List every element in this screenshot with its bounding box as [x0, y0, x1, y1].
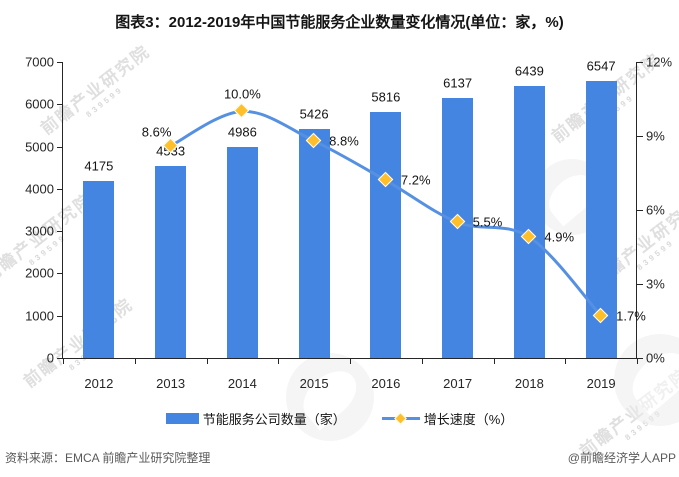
legend-item-bars: 节能服务公司数量（家）	[165, 409, 346, 428]
watermark-logo-icon	[614, 334, 679, 426]
line-swatch-icon	[381, 412, 420, 425]
y-axis-left-tick-label: 3000	[25, 223, 54, 239]
diamond-marker-icon	[394, 412, 408, 425]
x-axis-tick	[134, 358, 136, 364]
y-axis-left-tick-label: 6000	[25, 96, 54, 112]
y-axis-left-line	[62, 62, 63, 359]
line-point-label: 8.8%	[329, 133, 359, 149]
x-axis-tick-label: 2014	[227, 376, 257, 391]
x-axis-tick-label: 2012	[84, 376, 114, 391]
y-axis-left-tick	[57, 273, 62, 275]
bar-swatch-icon	[165, 413, 199, 424]
legend-label-line: 增长速度（%）	[423, 412, 514, 427]
y-axis-left-tick	[57, 231, 62, 233]
y-axis-right-tick	[637, 284, 643, 285]
legend-item-line: 增长速度（%）	[381, 409, 514, 428]
y-axis-left-tick-label: 4000	[25, 181, 54, 197]
y-axis-right-tick	[637, 62, 643, 63]
y-axis-right-tick	[637, 210, 643, 211]
bar	[226, 147, 258, 358]
x-axis-tick	[637, 358, 638, 364]
legend-label-bars: 节能服务公司数量（家）	[202, 412, 346, 427]
line-point-label: 1.7%	[616, 308, 646, 324]
y-axis-right-tick-label: 9%	[646, 128, 665, 144]
bar-value-label: 6137	[443, 75, 473, 91]
y-axis-left-tick-label: 7000	[25, 54, 54, 70]
y-axis-left-tick	[57, 315, 62, 317]
bar	[513, 85, 545, 358]
y-axis-right-tick	[637, 136, 643, 137]
x-axis-tick-label: 2016	[371, 376, 401, 391]
bar-value-label: 6547	[586, 58, 616, 74]
bar	[155, 166, 187, 358]
x-axis-tick-label: 2018	[514, 376, 544, 391]
x-axis-tick	[421, 358, 423, 364]
x-axis-tick-label: 2015	[299, 376, 329, 391]
x-axis-tick-label: 2013	[156, 376, 186, 391]
y-axis-right-tick-label: 12%	[646, 54, 673, 70]
legend: 节能服务公司数量（家） 增长速度（%）	[0, 409, 679, 428]
y-axis-left-tick	[57, 62, 62, 63]
chart-title: 图表3：2012-2019年中国节能服务企业数量变化情况(单位：家，%)	[115, 14, 564, 31]
x-axis-tick	[278, 358, 280, 364]
y-axis-left-tick-label: 0	[46, 350, 54, 366]
y-axis-right-line	[636, 62, 637, 359]
x-axis-tick	[63, 358, 64, 364]
line-point-label: 10.0%	[223, 86, 261, 102]
line-point-label: 7.2%	[400, 172, 431, 188]
bar-value-label: 6439	[514, 63, 544, 79]
x-axis-line	[62, 358, 637, 359]
y-axis-left-tick	[57, 146, 62, 148]
x-axis-tick	[206, 358, 208, 364]
y-axis-right-tick-label: 6%	[646, 202, 665, 218]
line-point-label: 5.5%	[472, 214, 503, 230]
bar-value-label: 4986	[227, 124, 257, 140]
line-point-label: 4.9%	[544, 229, 575, 245]
x-axis-tick	[350, 358, 351, 364]
bar	[298, 128, 330, 358]
line-point-marker	[234, 103, 250, 119]
line-point-label: 8.6%	[141, 124, 172, 140]
watermark-logo-icon	[286, 353, 374, 441]
y-axis-left-tick	[57, 188, 62, 190]
bar	[83, 181, 115, 358]
y-axis-left-tick	[57, 358, 62, 359]
x-axis-tick-label: 2019	[586, 376, 616, 391]
bar-value-label: 5816	[371, 89, 401, 105]
y-axis-left-tick-label: 1000	[25, 308, 54, 324]
footer: 资料来源：EMCA 前瞻产业研究院整理 @前瞻经济学人APP	[5, 449, 676, 466]
y-axis-left-tick	[57, 104, 62, 106]
y-axis-right-tick-label: 0%	[646, 350, 665, 366]
x-axis-tick	[493, 358, 495, 364]
y-axis-left-tick-label: 5000	[25, 139, 54, 155]
y-axis-right-tick	[637, 358, 643, 359]
credit-text: @前瞻经济学人APP	[567, 451, 676, 465]
bar-value-label: 5426	[299, 106, 329, 122]
x-axis-tick-label: 2017	[443, 376, 473, 391]
source-text: 资料来源：EMCA 前瞻产业研究院整理	[5, 451, 211, 465]
y-axis-right-tick-label: 3%	[646, 276, 665, 292]
bar	[370, 112, 402, 358]
y-axis-left-tick-label: 2000	[25, 265, 54, 281]
x-axis-tick	[565, 358, 567, 364]
bar-value-label: 4175	[84, 158, 114, 174]
